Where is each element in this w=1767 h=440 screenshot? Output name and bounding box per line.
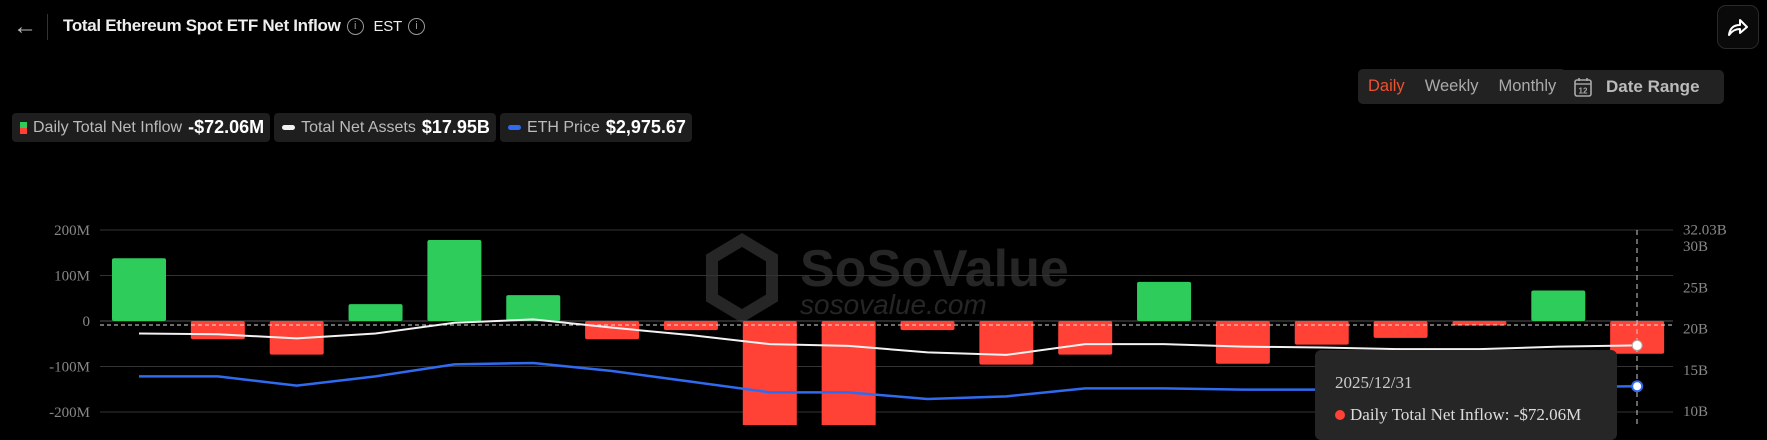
period-monthly[interactable]: Monthly <box>1498 77 1557 95</box>
arrow-left-icon: ← <box>13 13 37 40</box>
left-tick-label: 100M <box>54 269 90 285</box>
header-divider <box>47 14 48 40</box>
info-circle-icon[interactable]: i <box>346 18 364 36</box>
right-tick-label: 15B <box>1683 363 1708 379</box>
title-text: Total Ethereum Spot ETF Net Inflow <box>63 16 341 35</box>
bar <box>1373 321 1428 338</box>
bar <box>979 321 1034 365</box>
left-axis: 200M 100M 0 -100M -200M <box>49 223 90 421</box>
legend-label: Daily Total Net Inflow <box>33 118 183 136</box>
timezone-label: EST <box>373 18 403 35</box>
watermark-brand: SoSoValue <box>800 240 1069 298</box>
left-tick-label: -200M <box>49 405 90 421</box>
right-tick-label: 32.03B <box>1683 222 1727 238</box>
tooltip-date: 2025/12/31 <box>1335 373 1413 392</box>
back-button[interactable]: ← <box>10 12 40 42</box>
white-line-swatch-icon <box>282 125 296 130</box>
period-weekly[interactable]: Weekly <box>1424 77 1479 95</box>
legend-total-net-assets[interactable]: Total Net Assets $17.95B <box>274 113 496 142</box>
bar <box>427 240 482 321</box>
page-title: Total Ethereum Spot ETF Net Inflow i EST i <box>63 16 425 36</box>
right-tick-label: 25B <box>1683 280 1708 296</box>
watermark: SoSoValue sosovalue.com <box>706 233 1069 323</box>
bar <box>663 321 718 331</box>
period-toggle: Daily Weekly Monthly <box>1358 69 1567 104</box>
bar <box>348 304 403 321</box>
legend-eth-price[interactable]: ETH Price $2,975.67 <box>499 113 692 142</box>
date-range-label: Date Range <box>1606 77 1700 96</box>
bar <box>1452 321 1507 326</box>
tooltip-value: Daily Total Net Inflow: -$72.06M <box>1350 405 1582 424</box>
right-tick-label: 20B <box>1683 322 1708 338</box>
tooltip-row: Daily Total Net Inflow: -$72.06M <box>1335 405 1581 425</box>
bar <box>506 295 561 321</box>
calendar-icon: 12 <box>1574 78 1592 97</box>
date-range-button[interactable]: 12 Date Range <box>1557 70 1724 104</box>
bar <box>1058 321 1113 355</box>
bar <box>900 321 955 331</box>
bar <box>1137 281 1192 321</box>
legend-daily-net-inflow[interactable]: Daily Total Net Inflow -$72.06M <box>12 113 271 142</box>
period-daily[interactable]: Daily <box>1368 77 1405 95</box>
legend-label: Total Net Assets <box>301 118 416 136</box>
price-highlight-point <box>1631 380 1644 393</box>
bar <box>112 258 166 321</box>
right-tick-label: 30B <box>1683 239 1708 255</box>
right-tick-label: 10B <box>1683 404 1708 420</box>
legend-value: $2,975.67 <box>605 117 686 137</box>
info-circle-icon[interactable]: i <box>407 18 425 36</box>
legend-value: -$72.06M <box>188 117 265 137</box>
tooltip: 2025/12/31 Daily Total Net Inflow: -$72.… <box>1315 350 1617 440</box>
left-tick-label: -100M <box>49 360 90 376</box>
bar <box>821 321 876 425</box>
bar <box>190 321 245 340</box>
watermark-site: sosovalue.com <box>800 289 987 320</box>
legend-value: $17.95B <box>421 117 490 137</box>
left-tick-label: 0 <box>83 314 91 330</box>
legend-label: ETH Price <box>526 118 600 136</box>
legend: Daily Total Net Inflow -$72.06M Total Net… <box>12 113 692 142</box>
share-icon <box>1728 19 1748 36</box>
bar <box>1294 321 1349 345</box>
bar <box>1215 321 1270 364</box>
svg-text:12: 12 <box>1579 87 1588 96</box>
chart[interactable]: SoSoValue sosovalue.com 200M 100M 0 -100M -2… <box>0 0 1767 425</box>
bar <box>1531 290 1586 321</box>
total-net-assets-line <box>138 318 1638 356</box>
red-dot-icon <box>1335 410 1345 420</box>
green-red-swatch-icon <box>20 121 27 134</box>
share-button[interactable] <box>1717 5 1759 49</box>
blue-line-swatch-icon <box>507 125 521 130</box>
assets-highlight-point <box>1631 339 1643 351</box>
bar <box>742 321 797 425</box>
left-tick-label: 200M <box>54 223 90 239</box>
